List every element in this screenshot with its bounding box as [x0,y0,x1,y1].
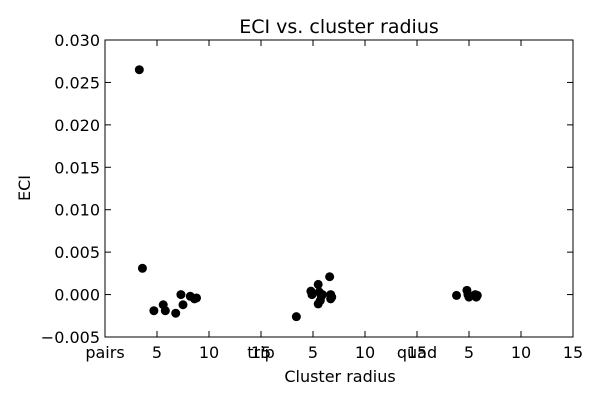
x-tick-label: 15 [251,343,271,362]
y-tick-label: 0.020 [54,116,100,135]
data-point-pairs [192,293,202,303]
data-point-pairs [171,308,181,318]
axis-ticks: −0.005 0.000 0.005 0.010 0.015 0.020 0.025 0.03… [41,31,583,362]
data-point-pairs [149,306,159,316]
data-point-pairs [178,300,188,310]
data-point-pairs [137,263,147,273]
y-tick-label: 0.030 [54,31,100,50]
plot-frame [104,39,574,338]
x-tick-label: 10 [355,343,375,362]
data-point-pairs [176,290,186,300]
data-point-trip [313,279,323,289]
data-points [134,65,482,322]
data-point-quad [452,290,462,300]
y-tick-label: 0.005 [54,243,100,262]
data-point-trip [307,290,317,300]
y-tick-label: 0.025 [54,73,100,92]
data-point-trip [317,290,327,300]
x-axis-label: Cluster radius [284,367,395,386]
x-tick-label: 15 [563,343,583,362]
data-point-quad [472,290,482,300]
x-tick-label: trip [247,343,274,362]
x-tick-label: 15 [407,343,427,362]
x-tick-label: 5 [308,343,318,362]
data-point-trip [327,292,337,302]
x-tick-label: 5 [464,343,474,362]
y-tick-label: 0.000 [54,286,100,305]
x-tick-label: quad [397,343,437,362]
data-point-trip [291,312,301,322]
data-point-pairs [160,306,170,316]
y-tick-label: 0.010 [54,201,100,220]
x-tick-label: pairs [85,343,124,362]
chart-title: ECI vs. cluster radius [239,16,439,38]
data-point-pairs [134,65,144,75]
x-tick-label: 10 [511,343,531,362]
x-tick-label: 10 [199,343,219,362]
y-axis-label: ECI [15,175,34,201]
x-tick-label: 5 [152,343,162,362]
data-point-trip [325,272,335,282]
y-tick-label: 0.015 [54,158,100,177]
y-tick-label: −0.005 [41,328,100,347]
